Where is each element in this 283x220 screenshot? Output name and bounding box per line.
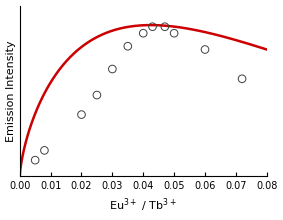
Point	[126, 44, 130, 48]
Point	[240, 77, 244, 81]
Point	[42, 149, 47, 152]
Point	[110, 67, 115, 71]
Point	[150, 25, 155, 28]
X-axis label: Eu$^{3+}$ / Tb$^{3+}$: Eu$^{3+}$ / Tb$^{3+}$	[109, 197, 177, 214]
Point	[141, 31, 145, 35]
Point	[172, 31, 176, 35]
Point	[79, 113, 84, 116]
Point	[33, 158, 37, 162]
Point	[203, 48, 207, 51]
Point	[163, 25, 167, 28]
Y-axis label: Emission Intensity: Emission Intensity	[6, 40, 16, 142]
Point	[95, 93, 99, 97]
